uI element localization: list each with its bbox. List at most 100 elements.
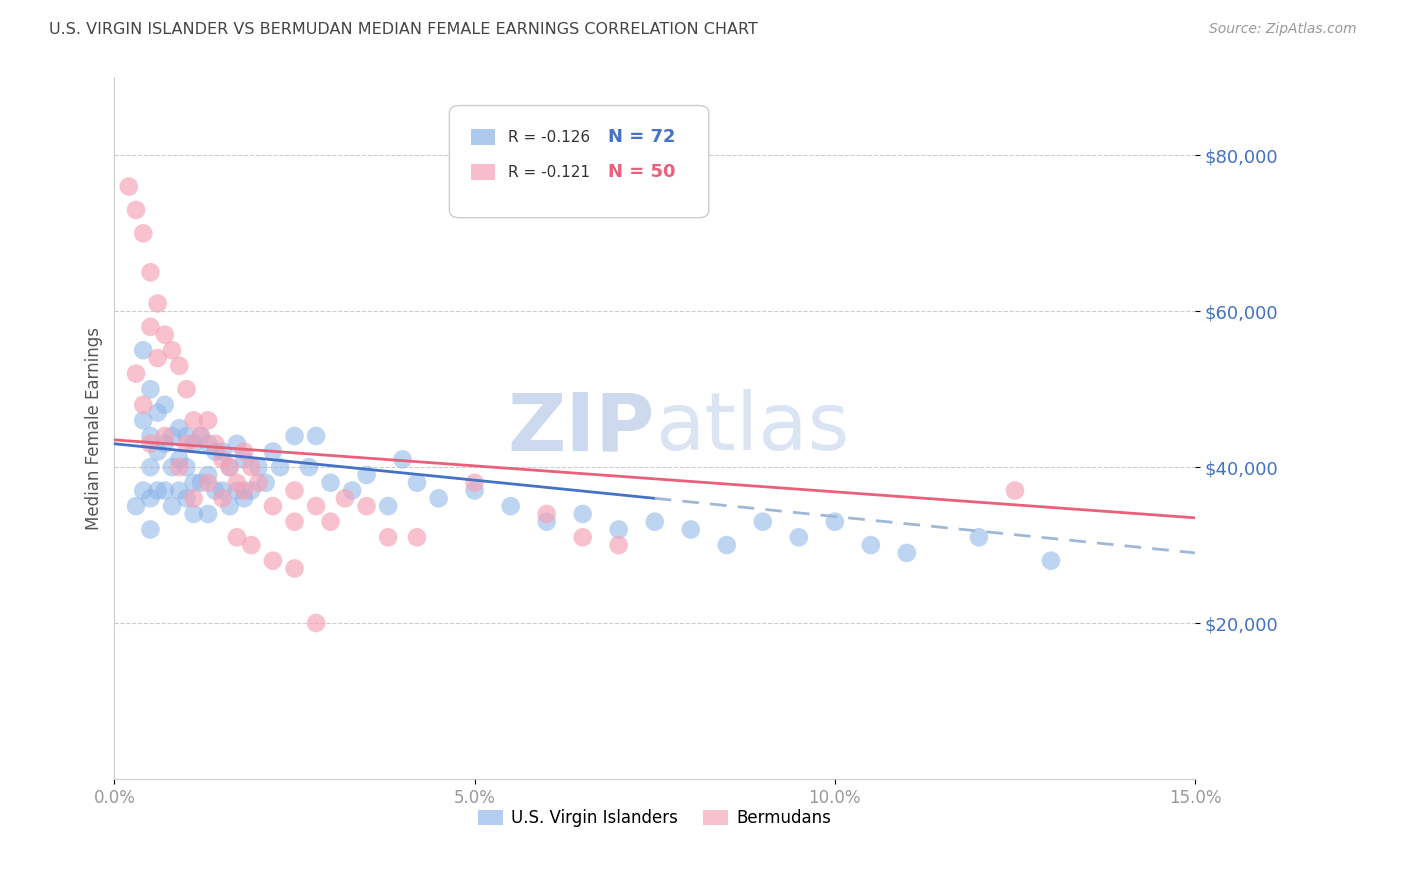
Point	[176, 460, 198, 475]
Point	[190, 429, 212, 443]
Point	[167, 359, 190, 373]
Point	[197, 413, 219, 427]
Point	[824, 515, 846, 529]
Point	[391, 452, 413, 467]
Point	[859, 538, 882, 552]
Point	[262, 444, 284, 458]
Point	[571, 530, 593, 544]
Point	[233, 444, 256, 458]
Point	[146, 406, 169, 420]
Point	[283, 515, 305, 529]
Point	[406, 475, 429, 490]
Point	[211, 491, 233, 506]
Text: ZIP: ZIP	[508, 389, 655, 467]
Point	[571, 507, 593, 521]
Point	[183, 413, 205, 427]
Point	[146, 483, 169, 498]
Point	[125, 367, 148, 381]
Point	[139, 319, 162, 334]
Point	[167, 483, 190, 498]
Point	[305, 499, 328, 513]
Point	[176, 436, 198, 450]
Point	[132, 483, 155, 498]
Text: U.S. VIRGIN ISLANDER VS BERMUDAN MEDIAN FEMALE EARNINGS CORRELATION CHART: U.S. VIRGIN ISLANDER VS BERMUDAN MEDIAN …	[49, 22, 758, 37]
Point	[254, 475, 277, 490]
Point	[204, 444, 226, 458]
Point	[607, 523, 630, 537]
Point	[377, 499, 399, 513]
Point	[536, 507, 558, 521]
Point	[176, 491, 198, 506]
Point	[153, 429, 176, 443]
Point	[167, 452, 190, 467]
Point	[190, 429, 212, 443]
Point	[132, 343, 155, 358]
Point	[146, 444, 169, 458]
Point	[679, 523, 702, 537]
Bar	[471, 164, 495, 180]
Text: R = -0.126: R = -0.126	[508, 129, 591, 145]
Text: N = 72: N = 72	[609, 128, 676, 146]
Point	[356, 467, 378, 482]
Point	[305, 615, 328, 630]
Point	[298, 460, 321, 475]
Text: Source: ZipAtlas.com: Source: ZipAtlas.com	[1209, 22, 1357, 37]
Point	[139, 429, 162, 443]
Point	[1004, 483, 1026, 498]
Point	[283, 561, 305, 575]
Point	[183, 475, 205, 490]
Point	[167, 421, 190, 435]
Point	[305, 429, 328, 443]
Point	[211, 444, 233, 458]
Point	[464, 483, 486, 498]
Point	[139, 382, 162, 396]
Point	[427, 491, 450, 506]
Point	[153, 398, 176, 412]
Point	[176, 382, 198, 396]
Y-axis label: Median Female Earnings: Median Female Earnings	[86, 326, 103, 530]
Point	[262, 499, 284, 513]
Point	[132, 227, 155, 241]
Point	[146, 351, 169, 365]
Point	[499, 499, 522, 513]
Point	[197, 467, 219, 482]
Point	[125, 499, 148, 513]
Point	[269, 460, 291, 475]
Point	[225, 475, 247, 490]
Point	[233, 452, 256, 467]
Point	[118, 179, 141, 194]
Point	[197, 507, 219, 521]
Point	[240, 460, 263, 475]
Bar	[471, 129, 495, 145]
Point	[319, 515, 342, 529]
Point	[787, 530, 810, 544]
Text: N = 50: N = 50	[609, 163, 676, 181]
Point	[132, 398, 155, 412]
Point	[132, 413, 155, 427]
Point	[464, 475, 486, 490]
Point	[247, 460, 270, 475]
Point	[176, 429, 198, 443]
Point	[197, 436, 219, 450]
Text: atlas: atlas	[655, 389, 849, 467]
FancyBboxPatch shape	[450, 105, 709, 218]
Point	[225, 530, 247, 544]
Point	[716, 538, 738, 552]
Point	[160, 429, 183, 443]
Point	[190, 475, 212, 490]
Point	[204, 436, 226, 450]
Legend: U.S. Virgin Islanders, Bermudans: U.S. Virgin Islanders, Bermudans	[471, 803, 838, 834]
Point	[139, 491, 162, 506]
Point	[233, 483, 256, 498]
Point	[319, 475, 342, 490]
Point	[146, 296, 169, 310]
Point	[183, 507, 205, 521]
Point	[896, 546, 918, 560]
Point	[218, 460, 240, 475]
Point	[160, 343, 183, 358]
Point	[218, 460, 240, 475]
Point	[139, 265, 162, 279]
Point	[167, 460, 190, 475]
Point	[125, 202, 148, 217]
Point	[240, 483, 263, 498]
